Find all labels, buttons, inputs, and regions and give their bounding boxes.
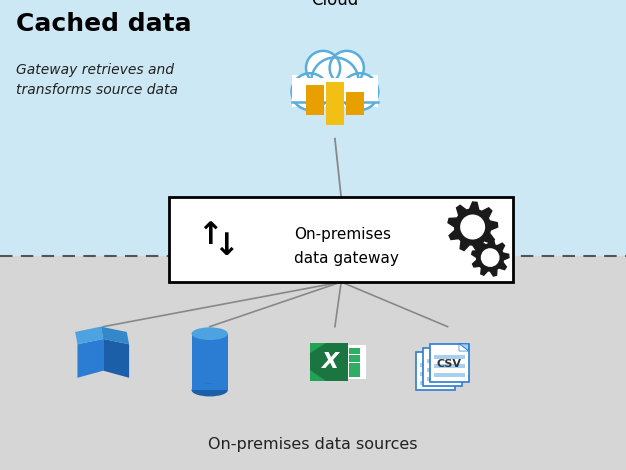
Ellipse shape	[292, 73, 329, 110]
Text: CSV: CSV	[436, 359, 461, 368]
Bar	[416, 352, 455, 390]
Bar	[420, 381, 451, 385]
Text: data gateway: data gateway	[294, 251, 399, 266]
Bar	[423, 348, 462, 386]
Polygon shape	[78, 339, 103, 378]
Bar	[349, 355, 361, 362]
Text: ↓: ↓	[213, 232, 238, 261]
Bar	[306, 85, 324, 115]
Bar	[434, 364, 465, 368]
Polygon shape	[459, 344, 469, 351]
Ellipse shape	[481, 248, 500, 267]
Bar	[310, 343, 349, 381]
Text: Cloud: Cloud	[311, 0, 359, 9]
Bar	[192, 334, 228, 390]
Polygon shape	[445, 352, 455, 360]
Polygon shape	[101, 327, 129, 344]
Bar	[169, 197, 513, 282]
Ellipse shape	[192, 327, 228, 340]
Text: Gateway retrieves and
transforms source data: Gateway retrieves and transforms source …	[16, 63, 178, 97]
Ellipse shape	[342, 73, 378, 110]
Bar	[434, 355, 465, 359]
Polygon shape	[310, 343, 326, 353]
Bar	[292, 75, 378, 108]
Polygon shape	[452, 348, 462, 355]
Bar	[420, 363, 451, 368]
Bar	[349, 370, 361, 377]
Ellipse shape	[330, 51, 364, 85]
Bar	[336, 347, 348, 354]
Polygon shape	[471, 239, 509, 276]
Bar	[420, 372, 451, 376]
Bar	[192, 384, 228, 390]
Bar	[332, 345, 366, 379]
Bar	[346, 92, 364, 115]
Bar	[349, 363, 361, 369]
Ellipse shape	[306, 51, 340, 85]
Bar	[336, 363, 348, 369]
Bar	[336, 355, 348, 362]
Ellipse shape	[192, 384, 228, 397]
Bar	[427, 368, 458, 372]
Polygon shape	[448, 202, 498, 251]
Polygon shape	[310, 370, 326, 381]
Text: On-premises data sources: On-premises data sources	[208, 437, 418, 452]
Ellipse shape	[311, 57, 359, 105]
Bar	[427, 359, 458, 363]
Polygon shape	[75, 327, 103, 344]
Ellipse shape	[460, 214, 485, 240]
Polygon shape	[103, 339, 129, 378]
Bar	[336, 370, 348, 377]
Bar	[326, 82, 344, 125]
Bar	[434, 373, 465, 377]
Polygon shape	[445, 352, 455, 360]
Bar	[349, 347, 361, 354]
Text: ↑: ↑	[197, 220, 222, 250]
Polygon shape	[452, 348, 462, 355]
Polygon shape	[459, 344, 469, 351]
Bar	[292, 78, 378, 102]
Bar	[427, 377, 458, 381]
Text: X: X	[321, 352, 338, 372]
Text: On-premises: On-premises	[294, 227, 391, 243]
Text: Cached data: Cached data	[16, 12, 192, 36]
Bar	[430, 344, 469, 382]
Bar	[0, 256, 626, 470]
